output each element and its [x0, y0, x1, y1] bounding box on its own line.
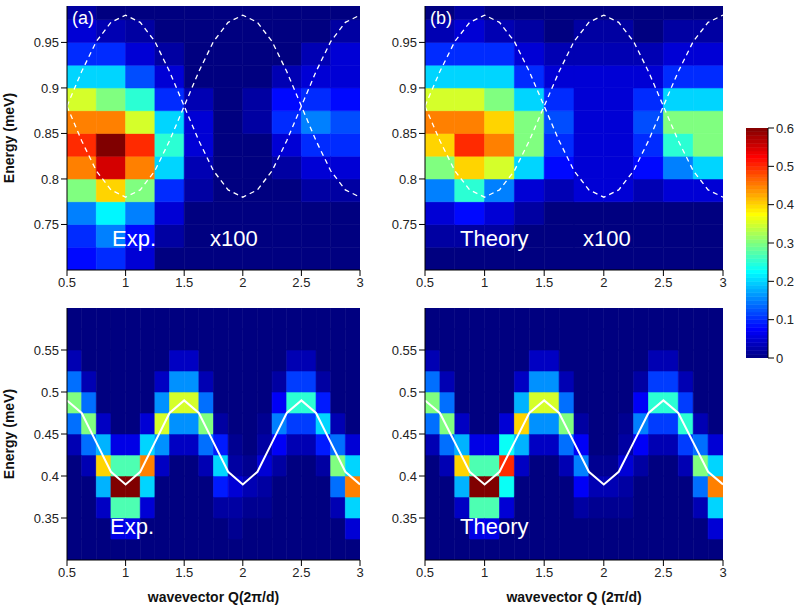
svg-text:0.35: 0.35	[34, 511, 59, 526]
svg-text:2: 2	[239, 565, 246, 580]
svg-text:1.5: 1.5	[175, 275, 193, 290]
html-text:Theory: Theory	[460, 514, 529, 539]
svg-text:Energy (meV): Energy (meV)	[1, 93, 17, 183]
svg-text:0.9: 0.9	[41, 81, 59, 96]
svg-text:2: 2	[600, 275, 607, 290]
svg-text:2.5: 2.5	[654, 565, 672, 580]
svg-text:0.5: 0.5	[416, 565, 434, 580]
svg-text:0.3: 0.3	[776, 236, 794, 251]
html-text:(a): (a)	[72, 8, 94, 28]
svg-text:0.5: 0.5	[416, 275, 434, 290]
svg-text:0.45: 0.45	[34, 427, 59, 442]
html-text:(b): (b)	[430, 8, 452, 28]
svg-text:0.5: 0.5	[41, 385, 59, 400]
svg-text:0.95: 0.95	[34, 35, 59, 50]
svg-text:0.9: 0.9	[399, 81, 417, 96]
svg-text:1: 1	[481, 275, 488, 290]
svg-text:0.95: 0.95	[392, 35, 417, 50]
svg-text:0.5: 0.5	[399, 385, 417, 400]
html-text:Exp.: Exp.	[110, 514, 154, 539]
svg-text:2.5: 2.5	[654, 275, 672, 290]
svg-text:1.5: 1.5	[175, 565, 193, 580]
html-text:x100: x100	[210, 226, 258, 251]
svg-text:0: 0	[776, 351, 783, 366]
svg-text:Energy (meV): Energy (meV)	[1, 389, 17, 479]
svg-text:1.5: 1.5	[535, 275, 553, 290]
html-text:Exp.: Exp.	[112, 226, 156, 251]
svg-text:3: 3	[356, 565, 363, 580]
svg-text:0.55: 0.55	[34, 343, 59, 358]
svg-text:wavevector Q (2π/d): wavevector Q (2π/d)	[505, 589, 641, 605]
svg-text:0.4: 0.4	[41, 469, 59, 484]
svg-text:0.45: 0.45	[392, 427, 417, 442]
svg-text:0.85: 0.85	[34, 126, 59, 141]
svg-text:3: 3	[356, 275, 363, 290]
svg-text:0.4: 0.4	[776, 197, 794, 212]
svg-text:0.1: 0.1	[776, 312, 794, 327]
svg-text:0.6: 0.6	[776, 121, 794, 136]
svg-text:0.5: 0.5	[58, 275, 76, 290]
svg-text:0.55: 0.55	[392, 343, 417, 358]
svg-text:3: 3	[719, 565, 726, 580]
svg-text:0.8: 0.8	[399, 172, 417, 187]
svg-text:2.5: 2.5	[292, 275, 310, 290]
svg-text:2: 2	[600, 565, 607, 580]
svg-text:0.75: 0.75	[34, 217, 59, 232]
svg-text:1.5: 1.5	[535, 565, 553, 580]
svg-text:0.5: 0.5	[776, 159, 794, 174]
svg-text:3: 3	[719, 275, 726, 290]
svg-text:1: 1	[481, 565, 488, 580]
svg-text:1: 1	[122, 275, 129, 290]
html-text:Theory: Theory	[460, 226, 529, 251]
svg-text:2.5: 2.5	[292, 565, 310, 580]
svg-text:0.75: 0.75	[392, 217, 417, 232]
svg-text:wavevector Q(2π/d): wavevector Q(2π/d)	[147, 589, 279, 605]
svg-text:0.2: 0.2	[776, 274, 794, 289]
svg-text:0.4: 0.4	[399, 469, 417, 484]
svg-text:0.5: 0.5	[58, 565, 76, 580]
svg-text:1: 1	[122, 565, 129, 580]
svg-text:0.85: 0.85	[392, 126, 417, 141]
html-text:x100: x100	[583, 226, 631, 251]
svg-text:0.35: 0.35	[392, 511, 417, 526]
svg-text:0.8: 0.8	[41, 172, 59, 187]
svg-text:2: 2	[239, 275, 246, 290]
